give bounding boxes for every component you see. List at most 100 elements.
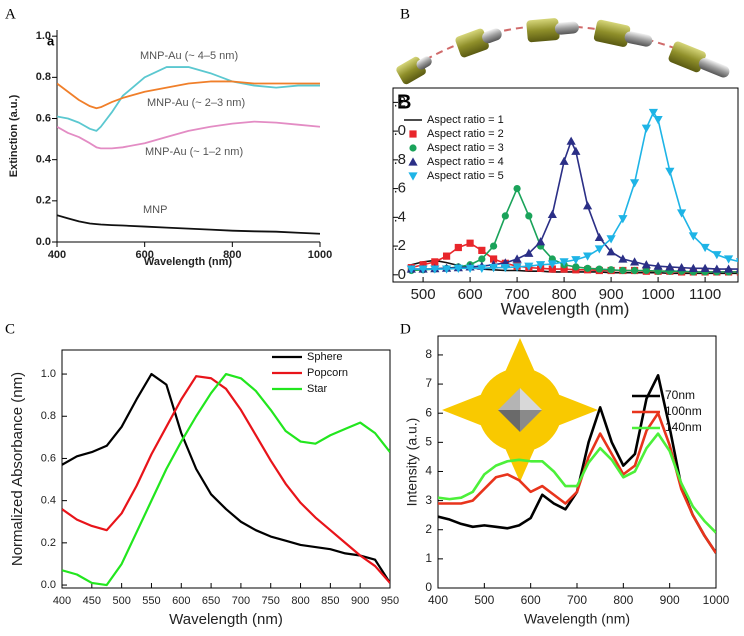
marker [583,264,592,272]
y-tick-label: 1.0 [41,368,56,380]
series-line [438,432,716,534]
series-label: MNP-Au (~ 2–3 nm) [147,97,245,109]
marker [606,235,616,244]
x-tick-label: 1000 [641,286,674,303]
marker [676,263,687,272]
marker [653,261,663,270]
panel-label: B [400,6,410,22]
panel-label: D [400,321,411,337]
legend-label: Popcorn [307,367,348,379]
marker [408,157,418,166]
y-tick-label: 1.0 [36,30,51,42]
marker [723,255,734,264]
series-line [57,120,320,150]
marker [535,237,546,246]
marker [488,264,499,273]
marker [454,243,462,252]
x-tick-label: 400 [53,595,71,607]
x-tick-label: 650 [202,595,220,607]
series-line [438,411,716,554]
marker [619,266,627,275]
y-tick-label: 0.6 [36,112,51,124]
y-tick-label: 5 [425,435,432,449]
series-line [62,372,390,584]
marker [618,215,628,224]
marker [594,245,604,254]
legend: Sphere Popcorn Star [272,351,348,395]
nanorod [593,19,653,47]
marker [465,264,475,273]
y-tick-label: 0 [425,580,432,594]
marker [735,258,738,263]
x-tick-label: 700 [505,286,530,303]
panel-label: A [5,6,16,22]
marker [676,209,687,218]
x-tick-label: 600 [135,249,153,261]
y-tick-label: 0.8 [36,71,51,83]
x-tick-label: 1000 [308,249,332,261]
plot-frame [392,87,739,283]
x-axis-label: Wavelength (nm) [501,299,630,318]
nanorod [668,41,730,78]
y-axis-label: Intensity (a.u.) [404,418,420,507]
chart-panel: B B 500 600 700 800 900 1000 1100 0 0.2 0.4 0.6 0.8 1.… [385,6,739,318]
panel-label: C [5,321,15,337]
y-tick-label: 0.6 [41,452,56,464]
marker [431,258,439,266]
marker [524,262,534,271]
marker [735,268,738,273]
marker [453,264,463,273]
legend-label: Star [307,383,328,395]
x-tick-label: 500 [112,595,130,607]
chart-panel: D 400 500 600 700 800 900 1000 0 1 2 3 4 5 6 7 8 Waveleng… [400,321,730,626]
y-tick-label: 2 [425,522,432,536]
marker [466,239,474,247]
y-tick-labels: 0 0.2 0.4 0.6 0.8 1.0 1.2 [385,93,406,282]
legend-label: Aspect ratio = 3 [427,142,504,154]
marker [606,247,616,256]
x-tick-label: 800 [613,593,633,607]
marker [560,265,568,273]
marker [430,265,440,274]
marker [665,167,675,176]
marker [547,260,557,269]
marker [489,242,498,250]
marker [512,263,522,272]
marker [700,263,710,272]
marker [712,251,722,260]
plot-data [406,108,738,276]
series-label: MNP-Au (~ 1–2 nm) [145,146,243,158]
x-tick-label: 1100 [689,286,721,303]
marker [548,265,556,273]
marker [618,254,628,263]
marker [418,265,428,274]
x-tick-label: 550 [142,595,160,607]
y-tick-label: 3 [425,493,432,507]
marker [648,108,658,118]
legend-label: Aspect ratio = 2 [427,128,504,140]
legend-label: Aspect ratio = 4 [427,156,504,168]
marker [441,265,452,274]
y-tick-label: 1.0 [385,122,406,139]
marker [406,265,416,274]
marker [547,209,557,219]
marker [513,184,521,193]
nanorod [455,28,502,58]
marker [629,257,640,266]
chart-panel: Aa 400 600 800 1000 0.0 0.2 0.4 0.6 0.8 1.0 Wavelen… [5,6,332,267]
marker [559,156,569,165]
y-tick-label: 0.6 [385,180,406,197]
marker [712,264,722,273]
marker [642,266,650,275]
marker [478,255,486,263]
x-tick-label: 400 [48,249,66,261]
plot-data [62,372,390,587]
marker [688,263,698,272]
marker [559,258,569,267]
legend-label: Aspect ratio = 5 [427,170,504,182]
marker [477,264,487,273]
marker [641,260,651,269]
x-tick-label: 600 [521,593,541,607]
marker [630,266,639,275]
series-line [57,214,320,235]
